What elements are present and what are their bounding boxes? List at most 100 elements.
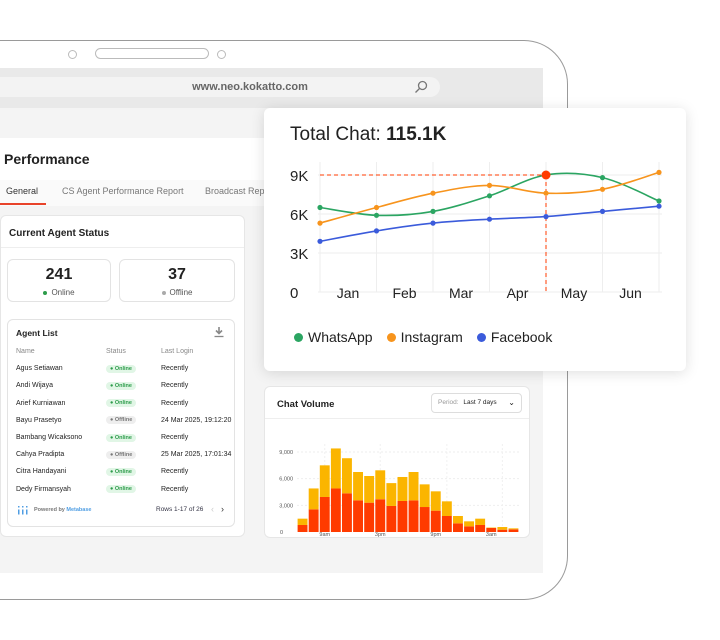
data-point [373,228,380,234]
bar-segment [430,491,441,511]
bar-segment [497,527,508,530]
last-login: Recently [161,382,189,390]
data-point [373,212,380,218]
powered-by: Powered by Metabase [34,507,91,513]
agent-name: Agus Setiawan [16,365,63,373]
data-point [430,208,436,214]
col-status: Status [106,348,126,356]
legend-facebook[interactable]: Facebook [476,329,553,345]
next-page-icon[interactable]: › [221,504,224,514]
table-row[interactable]: Cahya Pradipta ● Offline 25 Mar 2025, 17… [16,446,231,463]
bar-segment [464,526,474,532]
agent-name: Andi Wijaya [16,382,53,390]
legend-label: Instagram [400,329,463,345]
speaker-slot [95,48,209,59]
bar-segment [342,458,352,494]
offline-label: Offline [169,288,193,297]
chat-volume-card: Chat Volume Period: Last 7 days ⌄ 0 3,000… [264,386,530,538]
tab-broadcast-report[interactable]: Broadcast Report [205,186,276,196]
bar-segment [441,501,452,516]
data-point [486,193,493,199]
table-row[interactable]: Agus Setiawan ● Online Recently [16,360,231,377]
y-tick-label: 3K [290,246,308,263]
x-tick-label: 3pm [375,532,386,537]
data-point [373,204,380,211]
bar-segment [453,523,463,532]
tab-cs-agent-performance[interactable]: CS Agent Performance Report [62,186,184,196]
url-bar[interactable]: www.neo.kokatto.com [0,77,440,97]
legend-instagram[interactable]: Instagram [386,329,463,345]
last-login: Recently [161,434,189,442]
total-chat-line-chart: 0 3K 6K 9K Jan Feb Mar Apr May Jun [290,162,662,302]
table-row[interactable]: Citra Handayani ● Online Recently [16,463,231,480]
table-row[interactable]: Dedy Firmansyah ● Online Recently [16,481,231,498]
agent-name: Dedy Firmansyah [16,485,71,493]
status-badge: ● Offline [106,416,137,425]
bar-segment [508,528,519,530]
online-count: 241 [45,266,73,283]
bar-segment [453,516,463,524]
active-tab-indicator [0,203,46,205]
x-tick-label: Feb [392,285,416,301]
bar-segment [297,524,308,532]
status-text: Online [114,382,132,389]
legend-label: Facebook [490,329,553,345]
bar-segment [508,529,519,532]
bar-segment [308,488,319,510]
data-point [543,214,549,220]
agent-status-title: Current Agent Status [9,228,110,239]
bar-segment [353,472,363,501]
last-login: Recently [161,468,189,476]
status-badge: ● Online [106,381,136,390]
y-tick-label: 6K [290,207,308,224]
data-point [599,175,606,181]
status-text: Online [114,400,132,407]
status-cell: ● Offline [106,446,161,463]
status-badge: ● Online [106,467,136,476]
offline-dot-icon [161,290,166,295]
data-point [486,216,493,222]
powered-brand[interactable]: Metabase [66,507,92,513]
bar-segment [308,509,319,532]
legend-whatsapp[interactable]: WhatsApp [294,329,373,345]
last-login: 24 Mar 2025, 19:12:20 [161,416,232,424]
bar-segment [475,524,486,532]
table-row[interactable]: Arief Kurniawan ● Online Recently [16,395,231,412]
agent-list-title: Agent List [16,328,58,338]
prev-page-icon[interactable]: ‹ [211,504,214,514]
data-point [430,190,436,196]
x-tick-label: May [561,285,587,301]
bar-segment [430,510,441,532]
bar-segment [319,496,330,532]
bar-segment [475,518,486,525]
bar-segment [397,500,408,532]
tab-general[interactable]: General [6,186,39,196]
table-row[interactable]: Bayu Prasetyo ● Offline 24 Mar 2025, 19:… [16,412,231,429]
x-tick-label: 9am [319,532,330,537]
total-chat-popup: Total Chat: 115.1K 0 3K 6K 9K Jan Feb Mar Apr Ma… [264,108,686,371]
bar-segment [319,465,330,497]
table-row[interactable]: Andi Wijaya ● Online Recently [16,377,231,394]
bar-segment [441,516,452,532]
y-tick-label: 9,000 [279,450,293,456]
bar-segment [419,507,430,532]
period-value: Last 7 days [463,399,497,406]
bar-segment [486,528,497,532]
data-point [317,220,323,226]
agent-table: Name Status Last Login Agus Setiawan ● O… [16,343,231,498]
agent-name: Bambang Wicaksono [16,434,83,442]
period-select[interactable]: Period: Last 7 days ⌄ [431,393,522,413]
bar-segment [297,518,308,525]
y-tick-label: 0 [280,530,283,536]
camera-dot [68,50,77,59]
browser-bar: www.neo.kokatto.com [0,68,543,108]
table-row[interactable]: Bambang Wicaksono ● Online Recently [16,429,231,446]
magnifier-icon[interactable] [414,80,428,94]
status-badge: ● Online [106,433,136,442]
download-icon[interactable] [214,327,224,338]
status-cell: ● Online [106,463,161,480]
bar-segment [497,529,508,532]
data-point [656,203,662,209]
data-point [486,182,493,188]
bar-segment [342,493,352,532]
